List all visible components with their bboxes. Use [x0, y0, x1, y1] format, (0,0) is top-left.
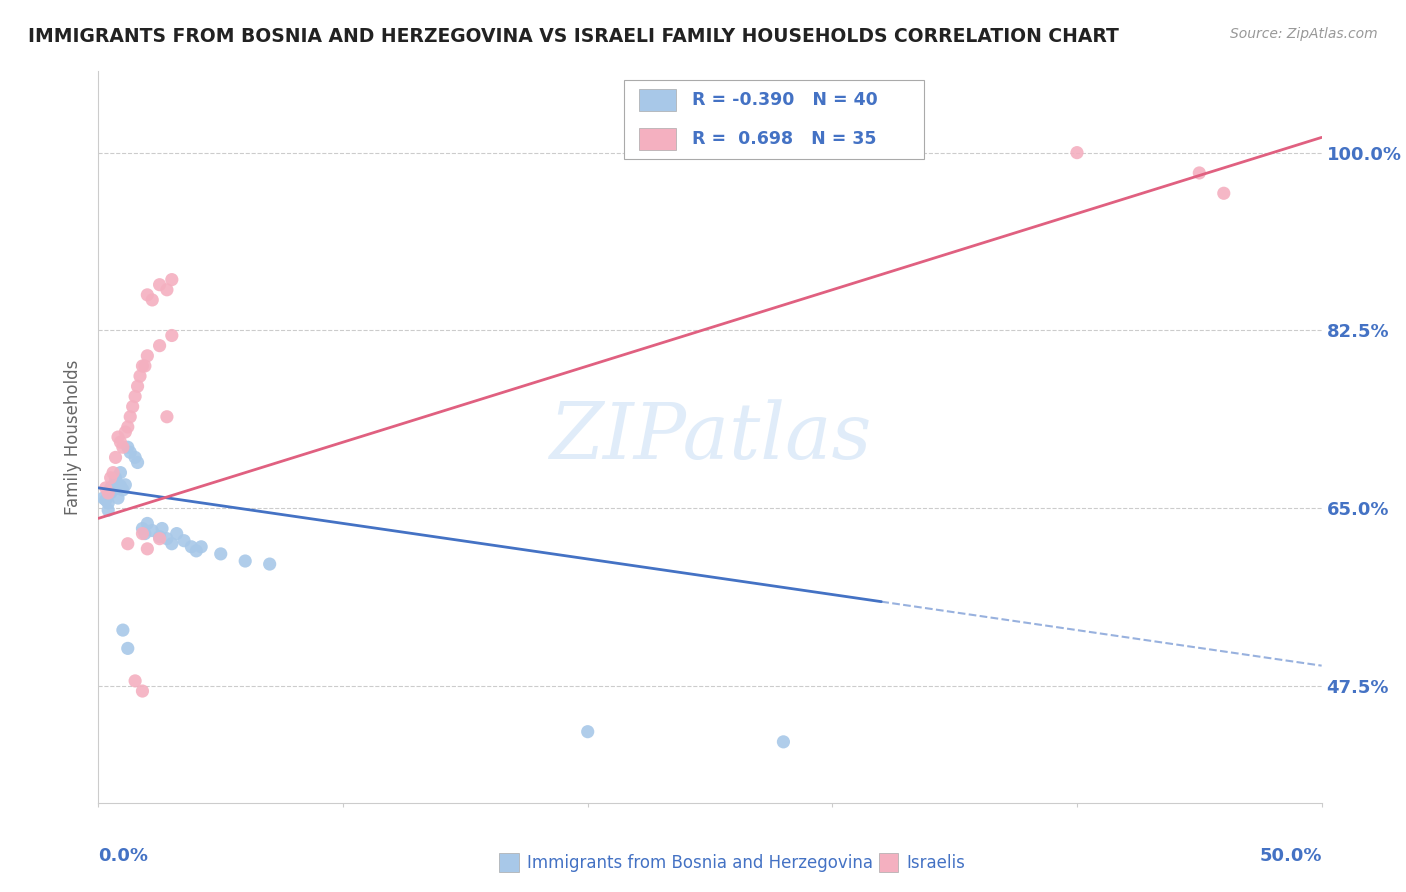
Point	[131, 522, 153, 536]
Point	[156, 409, 179, 424]
Point	[111, 440, 134, 454]
Point	[166, 526, 188, 541]
Point	[149, 339, 172, 353]
Point	[136, 288, 159, 302]
Point	[107, 430, 129, 444]
Point	[127, 379, 149, 393]
Point	[156, 283, 179, 297]
Point	[209, 547, 232, 561]
Bar	[640, 89, 676, 111]
Text: Israelis: Israelis	[907, 854, 966, 871]
Point	[1188, 166, 1211, 180]
Point	[131, 684, 153, 698]
Point	[131, 359, 153, 373]
Point	[91, 491, 114, 505]
Point	[117, 641, 139, 656]
Text: R =  0.698   N = 35: R = 0.698 N = 35	[692, 130, 876, 148]
Point	[120, 445, 142, 459]
Point	[134, 526, 156, 541]
Point	[101, 479, 124, 493]
Point	[124, 389, 146, 403]
Point	[111, 483, 134, 497]
Point	[134, 359, 156, 373]
Point	[576, 724, 599, 739]
Y-axis label: Family Households: Family Households	[65, 359, 83, 515]
Point	[100, 481, 122, 495]
Point	[101, 466, 124, 480]
Point	[180, 540, 202, 554]
Text: 0.0%: 0.0%	[98, 847, 149, 864]
Point	[97, 496, 120, 510]
Point	[121, 400, 143, 414]
Point	[124, 450, 146, 465]
Point	[120, 409, 142, 424]
Point	[97, 486, 120, 500]
FancyBboxPatch shape	[624, 80, 924, 159]
Point	[107, 481, 129, 495]
Point	[160, 537, 183, 551]
Point	[141, 524, 163, 538]
Text: Immigrants from Bosnia and Herzegovina: Immigrants from Bosnia and Herzegovina	[527, 854, 873, 871]
Point	[124, 673, 146, 688]
Point	[127, 455, 149, 469]
Point	[160, 272, 183, 286]
Point	[100, 471, 122, 485]
Point	[149, 277, 172, 292]
Text: 50.0%: 50.0%	[1260, 847, 1322, 864]
Text: Source: ZipAtlas.com: Source: ZipAtlas.com	[1230, 27, 1378, 41]
Point	[104, 475, 127, 490]
Point	[111, 623, 134, 637]
Point	[1212, 186, 1234, 201]
Point	[156, 532, 179, 546]
Point	[94, 493, 117, 508]
Text: R = -0.390   N = 40: R = -0.390 N = 40	[692, 91, 877, 109]
Point	[1066, 145, 1088, 160]
Point	[190, 540, 212, 554]
Text: ZIPatlas: ZIPatlas	[548, 399, 872, 475]
Point	[136, 541, 159, 556]
Point	[104, 450, 127, 465]
Text: IMMIGRANTS FROM BOSNIA AND HERZEGOVINA VS ISRAELI FAMILY HOUSEHOLDS CORRELATION : IMMIGRANTS FROM BOSNIA AND HERZEGOVINA V…	[28, 27, 1119, 45]
Point	[131, 526, 153, 541]
Point	[259, 557, 281, 571]
Point	[110, 479, 132, 493]
Point	[110, 435, 132, 450]
Point	[173, 533, 195, 548]
Point	[117, 440, 139, 454]
Point	[100, 486, 122, 500]
Point	[150, 522, 173, 536]
Point	[160, 328, 183, 343]
Point	[94, 481, 117, 495]
Point	[104, 471, 127, 485]
Point	[101, 483, 124, 497]
Point	[186, 544, 208, 558]
Point	[129, 369, 152, 384]
Point	[149, 530, 172, 544]
Point	[117, 420, 139, 434]
Point	[141, 293, 163, 307]
Point	[233, 554, 256, 568]
Point	[149, 532, 172, 546]
Point	[114, 478, 136, 492]
Point	[772, 735, 794, 749]
Point	[136, 516, 159, 531]
Point	[110, 466, 132, 480]
Point	[97, 503, 120, 517]
Point	[107, 491, 129, 505]
Point	[114, 425, 136, 439]
Bar	[640, 128, 676, 151]
Point	[136, 349, 159, 363]
Point	[117, 537, 139, 551]
